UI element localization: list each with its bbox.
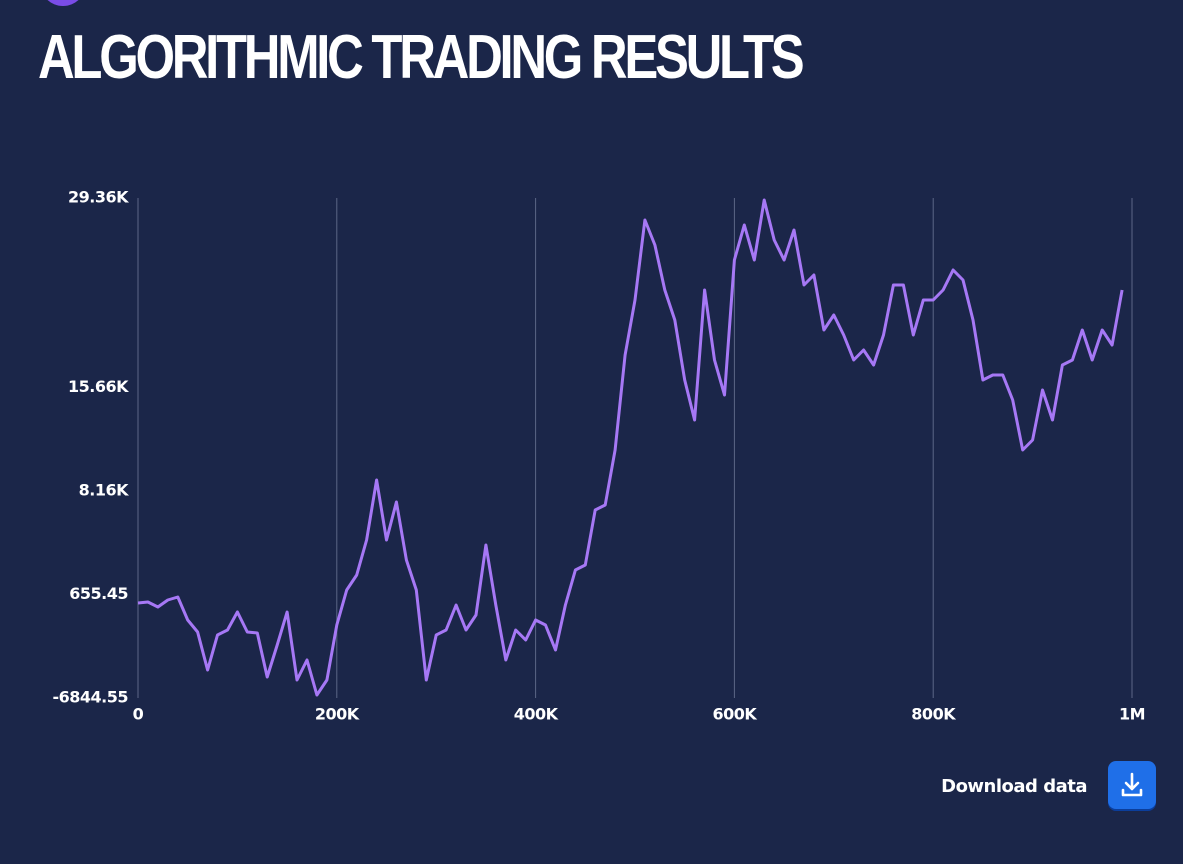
x-tick-label: 400K xyxy=(514,705,559,724)
y-tick-label: 15.66K xyxy=(68,377,129,396)
y-tick-label: 29.36K xyxy=(68,188,129,207)
x-tick-label: 600K xyxy=(713,705,758,724)
x-tick-label: 0 xyxy=(133,705,144,724)
y-tick-label: 655.45 xyxy=(69,584,128,603)
y-tick-label: -6844.55 xyxy=(52,688,128,707)
x-tick-label: 1M xyxy=(1119,705,1145,724)
download-button[interactable] xyxy=(1108,761,1156,809)
download-label[interactable]: Download data xyxy=(941,776,1087,797)
download-icon xyxy=(1121,772,1143,797)
x-tick-label: 800K xyxy=(911,705,956,724)
y-tick-label: 8.16K xyxy=(79,480,129,499)
x-tick-label: 200K xyxy=(315,705,360,724)
page-title: ALGORITHMIC TRADING RESULTS xyxy=(38,23,805,92)
data-line xyxy=(137,198,1124,697)
logo-dot xyxy=(40,0,86,6)
